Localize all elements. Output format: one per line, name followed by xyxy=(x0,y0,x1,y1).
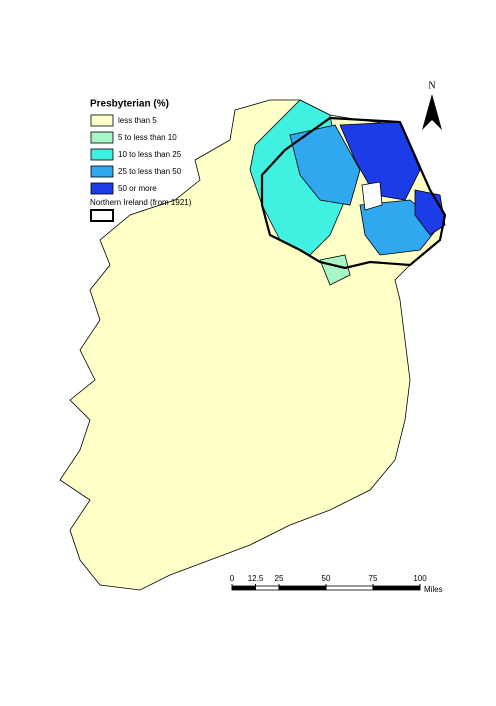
north-arrow xyxy=(422,94,442,130)
legend-label: 5 to less than 10 xyxy=(118,133,177,142)
legend-swatch xyxy=(90,131,114,144)
border-swatch xyxy=(90,209,114,222)
legend: less than 5 5 to less than 10 10 to less t… xyxy=(90,114,182,195)
scale-label: 75 xyxy=(369,574,378,583)
scale-label: 12.5 xyxy=(248,574,264,583)
scale-label: 50 xyxy=(322,574,331,583)
scale-bar: 0 12.5 25 50 75 100 Miles xyxy=(230,574,443,594)
scale-unit: Miles xyxy=(424,585,443,594)
scale-segment xyxy=(373,586,420,590)
border-label: Northern Ireland (from 1921) xyxy=(90,198,192,207)
scale-segment xyxy=(232,586,256,590)
island xyxy=(59,99,447,591)
scale-label: 25 xyxy=(275,574,284,583)
ni-border xyxy=(260,116,447,270)
legend-label: less than 5 xyxy=(118,116,157,125)
legend-swatch xyxy=(90,148,114,161)
region-5-10 xyxy=(319,254,351,286)
lough-neagh xyxy=(361,181,383,211)
region-25-50 xyxy=(289,124,361,206)
legend-title: Presbyterian (%) xyxy=(90,99,169,110)
legend-swatch xyxy=(90,182,114,195)
legend-label: 50 or more xyxy=(118,184,157,193)
legend-label: 25 to less than 50 xyxy=(118,167,182,176)
legend-swatch xyxy=(90,165,114,178)
legend-swatch xyxy=(90,114,114,127)
scale-label: 100 xyxy=(413,574,427,583)
north-label: N xyxy=(428,80,435,91)
legend-label: 10 to less than 25 xyxy=(118,150,182,159)
scale-segment xyxy=(279,586,326,590)
scale-label: 0 xyxy=(230,574,235,583)
